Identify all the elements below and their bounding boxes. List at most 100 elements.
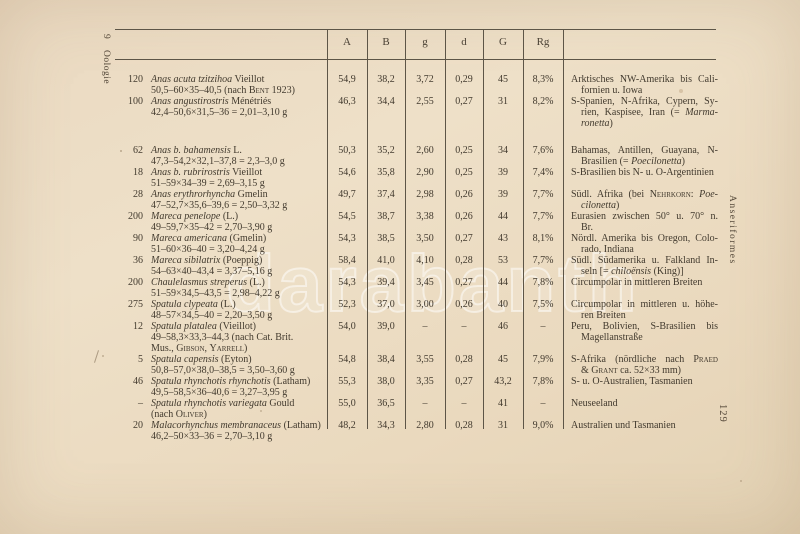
value-g: 2,98 — [416, 189, 434, 200]
distribution: Südl. Afrika (bei Nehrkorn: Poe-cilonett… — [563, 189, 718, 211]
distribution-line: fornien u. Iowa — [581, 85, 643, 96]
species-name: Spatula rhynchotis rhynchotis (Latham) — [151, 376, 311, 387]
table-row: 18 Anas b. rubrirostris Vieillot 51–59×34–… — [115, 167, 718, 189]
value-Rg: 7,7% — [532, 189, 554, 200]
distribution: Bahamas, Antillen, Guayana, N- Brasilien … — [563, 145, 718, 167]
species-name: Spatula rhynchotis variegata Gould — [151, 398, 295, 409]
distribution: Circumpolar in mittleren u. höhe-ren Bre… — [563, 299, 718, 321]
distribution: S- u. O-Australien, Tasmanien — [563, 376, 718, 398]
species-name: Spatula clypeata (L.) — [151, 299, 236, 310]
egg-measurements: 50,8–57,0×38,0–38,5 = 3,50–3,60 g — [151, 365, 295, 376]
value-G: 39 — [498, 189, 508, 200]
species-name: Chaulelasmus streperus (L.) — [151, 277, 265, 288]
value-d: 0,27 — [455, 376, 473, 387]
distribution: Nördl. Amerika bis Oregon, Colo-rado, In… — [563, 233, 718, 255]
value-B: 38,2 — [377, 74, 395, 85]
species-cell: 120 Anas acuta tzitzihoa Vieillot 50,5–60×… — [115, 74, 327, 96]
value-B: 38,5 — [377, 233, 395, 244]
distribution: Arktisches NW-Amerika bis Cali-fornien u… — [563, 74, 718, 96]
distribution-line: rien, Kaspisee, Iran (= Marma- — [581, 107, 718, 118]
distribution: Australien und Tasmanien — [563, 420, 718, 442]
value-Rg: 7,9% — [532, 354, 554, 365]
column-rule — [405, 29, 406, 429]
egg-measurements: 49,5–58,5×36–40,6 = 3,27–3,95 g — [151, 387, 288, 398]
distribution-line: Peru, Bolivien, S-Brasilien bis — [571, 321, 718, 332]
egg-measurements: Mus., Gibson, Yarrell) — [151, 343, 248, 354]
value-Rg: – — [540, 321, 546, 332]
distribution-line: Br. — [581, 222, 593, 233]
egg-measurements: 47–52,7×35,6–39,6 = 2,50–3,32 g — [151, 200, 288, 211]
value-g: 2,55 — [416, 96, 434, 107]
value-Rg: – — [540, 398, 546, 409]
value-g: 3,55 — [416, 354, 434, 365]
value-g: 2,80 — [416, 420, 434, 431]
clutch-count: 100 — [128, 96, 143, 107]
table-header-rule — [115, 59, 716, 60]
species-cell: 5 Spatula capensis (Eyton) 50,8–57,0×38,0–… — [115, 354, 327, 376]
value-A: 55,3 — [338, 376, 356, 387]
value-A: 48,2 — [338, 420, 356, 431]
column-header-Rg: Rg — [536, 36, 550, 48]
egg-measurements: (nach Oliver) — [151, 409, 207, 420]
species-cell: 90 Mareca americana (Gmelin) 51–60×36–40 =… — [115, 233, 327, 255]
value-G: 45 — [498, 74, 508, 85]
table-row: 100 Anas angustirostris Ménétriés 42,4–50,… — [115, 96, 718, 129]
table-row: 120 Anas acuta tzitzihoa Vieillot 50,5–60×… — [115, 74, 718, 96]
value-G: 44 — [498, 277, 508, 288]
species-name: Mareca americana (Gmelin) — [151, 233, 267, 244]
column-rule — [563, 29, 564, 429]
species-cell: 36 Mareca sibilatrix (Poeppig) 54–63×40–43… — [115, 255, 327, 277]
value-d: 0,26 — [455, 211, 473, 222]
value-A: 49,7 — [338, 189, 356, 200]
value-Rg: 9,0% — [532, 420, 554, 431]
species-name: Spatula capensis (Eyton) — [151, 354, 252, 365]
column-header-A: A — [343, 36, 351, 48]
signature-label: Oologie — [101, 50, 111, 85]
clutch-count: 46 — [133, 376, 143, 387]
egg-measurements: 51–60×36–40 = 3,20–4,24 g — [151, 244, 265, 255]
value-A: 54,3 — [338, 233, 356, 244]
value-G: 43 — [498, 233, 508, 244]
table-row: 20 Malacorhynchus membranaceus (Latham) 46… — [115, 420, 718, 442]
value-g: 4,10 — [416, 255, 434, 266]
value-Rg: 7,6% — [532, 145, 554, 156]
value-A: 54,0 — [338, 321, 356, 332]
clutch-count: 275 — [128, 299, 143, 310]
distribution-line: Circumpolar in mittleren Breiten — [571, 277, 703, 288]
value-G: 46 — [498, 321, 508, 332]
table-row: – Spatula rhynchotis variegata Gould (nach… — [115, 398, 718, 420]
clutch-count: – — [138, 398, 143, 409]
species-cell: 200 Chaulelasmus streperus (L.) 51–59×34,5… — [115, 277, 327, 299]
value-d: 0,29 — [455, 74, 473, 85]
distribution-line: Südl. Südamerika u. Falkland In- — [571, 255, 718, 266]
species-name: Anas erythrorhyncha Gmelin — [151, 189, 268, 200]
value-A: 54,9 — [338, 74, 356, 85]
distribution-line: Eurasien zwischen 50° u. 70° n. — [571, 211, 718, 222]
clutch-count: 90 — [133, 233, 143, 244]
column-header-d: d — [461, 36, 467, 48]
table-row: 275 Spatula clypeata (L.) 48–57×34,5–40 = … — [115, 299, 718, 321]
value-Rg: 7,4% — [532, 167, 554, 178]
value-d: 0,28 — [455, 255, 473, 266]
egg-measurements: 48–57×34,5–40 = 2,20–3,50 g — [151, 310, 273, 321]
distribution-line: Nördl. Amerika bis Oregon, Colo- — [571, 233, 718, 244]
value-B: 38,4 — [377, 354, 395, 365]
column-rule — [523, 29, 524, 429]
value-g: 2,60 — [416, 145, 434, 156]
egg-measurements: 50,5–60×35–40,5 (nach Bent 1923) — [151, 85, 295, 96]
species-name: Mareca sibilatrix (Poeppig) — [151, 255, 263, 266]
value-d: – — [461, 321, 467, 332]
distribution-line: ronetta) — [581, 118, 613, 129]
distribution-line: Australien und Tasmanien — [571, 420, 676, 431]
egg-measurements: 46,2–50×33–36 = 2,70–3,10 g — [151, 431, 273, 442]
clutch-count: 20 — [133, 420, 143, 431]
column-rule — [367, 29, 368, 429]
distribution-line: S- u. O-Australien, Tasmanien — [571, 376, 693, 387]
clutch-count: 18 — [133, 167, 143, 178]
value-B: 34,3 — [377, 420, 395, 431]
table-row: 200 Mareca penelope (L.) 49–59,7×35–42 = 2… — [115, 211, 718, 233]
value-d: 0,28 — [455, 354, 473, 365]
value-d: 0,26 — [455, 189, 473, 200]
species-cell: 28 Anas erythrorhyncha Gmelin 47–52,7×35,6… — [115, 189, 327, 211]
